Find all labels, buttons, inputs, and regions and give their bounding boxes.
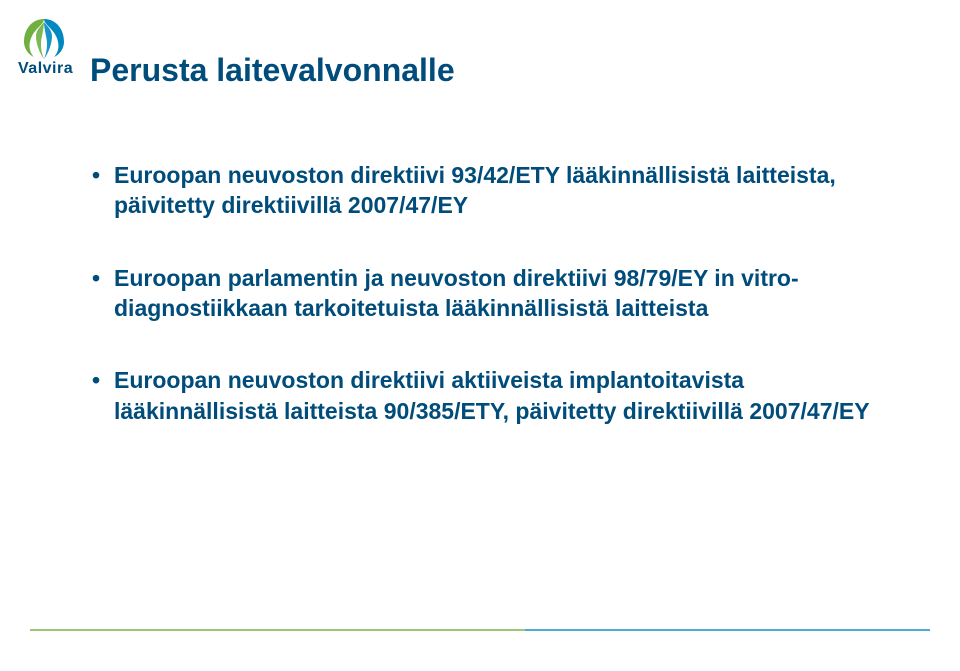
- bullet-list: Euroopan neuvoston direktiivi 93/42/ETY …: [90, 160, 890, 468]
- logo-swirl-icon: [14, 14, 74, 64]
- slide-title: Perusta laitevalvonnalle: [90, 52, 455, 89]
- slide: Valvira Perusta laitevalvonnalle Euroopa…: [0, 0, 960, 671]
- bullet-item: Euroopan neuvoston direktiivi aktiiveist…: [90, 365, 890, 426]
- bullet-item: Euroopan parlamentin ja neuvoston direkt…: [90, 263, 890, 324]
- bullet-item: Euroopan neuvoston direktiivi 93/42/ETY …: [90, 160, 890, 221]
- footer-divider: [30, 629, 930, 631]
